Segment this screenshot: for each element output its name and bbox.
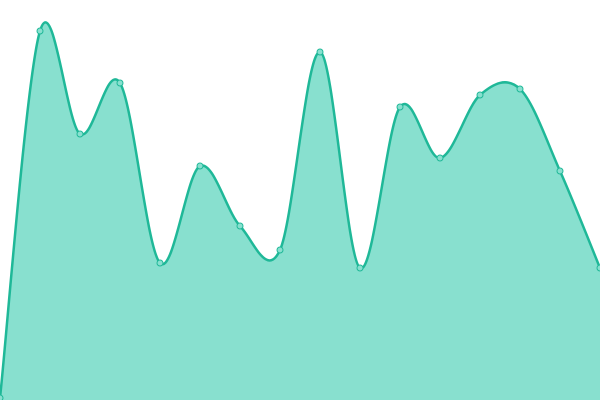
- area-fill: [0, 22, 600, 400]
- data-point: [316, 48, 324, 56]
- data-point: [516, 85, 524, 93]
- data-point: [156, 259, 164, 267]
- data-point: [436, 154, 444, 162]
- data-point: [196, 162, 204, 170]
- data-point: [0, 394, 4, 400]
- data-point: [236, 222, 244, 230]
- data-point: [556, 167, 564, 175]
- data-point: [276, 246, 284, 254]
- data-point: [396, 103, 404, 111]
- data-point: [76, 130, 84, 138]
- data-point: [36, 27, 44, 35]
- data-point: [116, 79, 124, 87]
- data-point: [476, 91, 484, 99]
- data-point: [596, 264, 600, 272]
- data-point: [356, 264, 364, 272]
